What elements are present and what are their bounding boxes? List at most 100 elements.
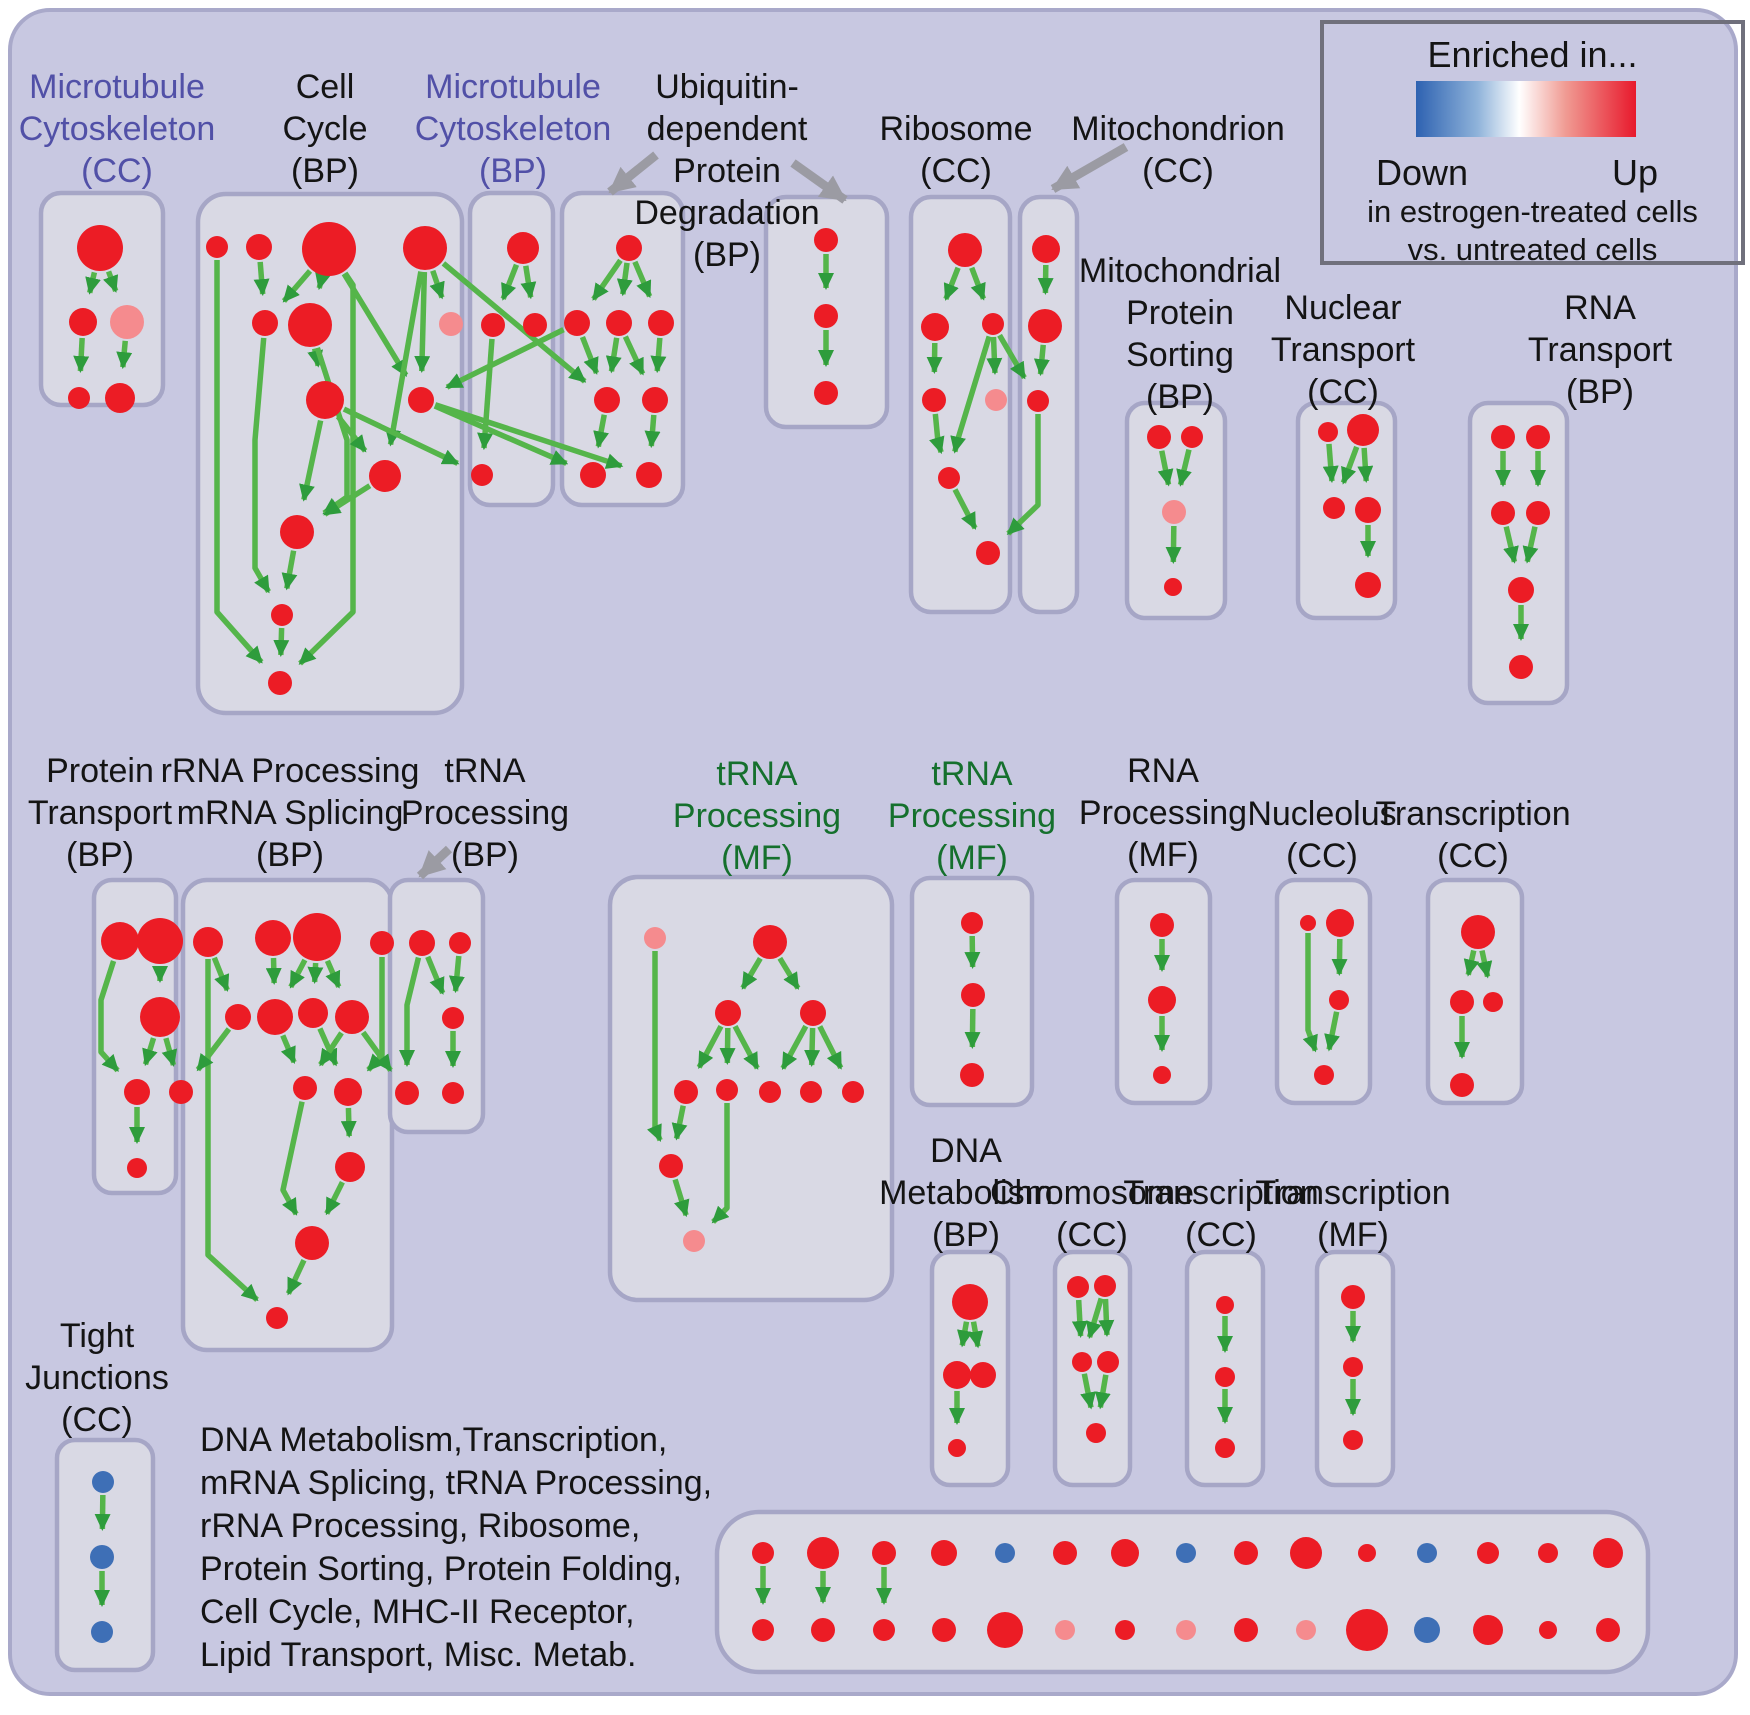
edge-arrow: [929, 413, 945, 455]
cluster-label-line: (CC): [61, 1401, 133, 1439]
cluster-label-nucleolus: Nucleolus (CC): [1247, 793, 1396, 877]
go-term-node-red: [752, 1619, 774, 1641]
edge-arrow: [777, 956, 801, 990]
edge-arrow: [1522, 526, 1539, 564]
go-term-node-red: [68, 387, 90, 409]
cluster-label-line: (MF): [936, 839, 1008, 877]
edges-layer: [73, 254, 1546, 1607]
go-term-node-red: [127, 1158, 147, 1178]
cluster-label-line: Nuclear: [1284, 289, 1402, 327]
go-term-node-red: [1538, 1543, 1558, 1563]
cluster-label-line: Cytoskeleton: [414, 110, 612, 148]
go-term-node-red: [642, 387, 668, 413]
edge-arrow: [1086, 1297, 1104, 1340]
cluster-label-line: tRNA: [444, 752, 526, 790]
cluster-box-dna-metabolism: [929, 1249, 1011, 1488]
edge-arrow: [711, 1103, 730, 1224]
edge-arrow: [967, 1321, 984, 1349]
cluster-label-line: Protein: [1126, 294, 1234, 332]
cluster-label-line: (CC): [1437, 837, 1509, 875]
edge-arrow: [285, 1259, 307, 1296]
cluster-label-trna-processing-bp: tRNA Processing (BP): [401, 750, 569, 876]
go-term-node-pink: [644, 927, 666, 949]
go-term-node-red: [1323, 497, 1345, 519]
edge-arrow: [414, 271, 431, 374]
go-term-node-red: [1290, 1537, 1322, 1569]
edge-arrow: [1176, 448, 1192, 487]
cluster-label-line: (BP): [932, 1216, 1000, 1254]
go-term-node-red: [921, 313, 949, 341]
edge-arrow: [732, 1024, 760, 1070]
go-term-node-red: [1300, 915, 1316, 931]
cluster-label-protein-transport: Protein Transport (BP): [28, 750, 172, 876]
go-term-node-red: [225, 1004, 251, 1030]
cluster-box-ribosome: [908, 194, 1013, 615]
edge-arrow: [1340, 445, 1360, 485]
go-term-node-red: [1153, 1066, 1171, 1084]
annotation-block: DNA Metabolism,Transcription, mRNA Splici…: [200, 1419, 712, 1677]
go-term-node-red: [1477, 1542, 1499, 1564]
edge-arrow: [318, 1031, 344, 1067]
go-term-node-red: [1526, 501, 1550, 525]
go-term-node-red: [1164, 578, 1182, 596]
go-term-node-red: [872, 1541, 896, 1565]
go-term-node-red: [800, 1081, 822, 1103]
go-term-node-red: [1086, 1423, 1106, 1443]
cluster-label-trna-processing-mf-small: tRNA Processing (MF): [888, 753, 1056, 879]
cluster-box-microtubule-cc: [38, 190, 166, 408]
go-term-node-pink: [683, 1230, 705, 1252]
go-term-node-red: [961, 983, 985, 1007]
cluster-box-nuclear-transport: [1295, 400, 1398, 621]
cluster-label-mitochondrion: Mitochondrion (CC): [1071, 108, 1285, 192]
go-term-node-red: [1346, 1609, 1388, 1651]
go-term-node-red: [302, 222, 356, 276]
go-term-node-red: [873, 1619, 895, 1641]
edge-arrow: [281, 550, 298, 591]
go-term-node-red: [1343, 1430, 1363, 1450]
go-term-node-red: [1473, 1615, 1503, 1645]
edge-arrow: [622, 335, 646, 376]
edge-arrow: [307, 347, 324, 368]
edge-arrow: [399, 956, 422, 1067]
edge-arrow: [273, 627, 290, 658]
edge-arrow: [1324, 1011, 1340, 1052]
go-term-node-red: [674, 1080, 698, 1104]
go-term-node-red: [293, 1076, 317, 1100]
edge-arrow: [1080, 1373, 1096, 1410]
annotation-line: mRNA Splicing, tRNA Processing,: [200, 1464, 713, 1502]
trna-bp-pointer-icon: [416, 845, 453, 880]
nodes-layer: [68, 222, 1623, 1651]
ubiquitin-pointer-left-icon: [607, 151, 659, 196]
edge-arrow: [1357, 447, 1374, 484]
edge-arrow: [650, 337, 667, 374]
cross-cluster-edge-arrow: [445, 327, 565, 390]
ubiquitin-pointer-right-icon: [790, 159, 848, 204]
edge-arrow: [252, 337, 271, 594]
go-term-node-red: [814, 228, 838, 252]
go-term-node-red: [293, 913, 341, 961]
go-term-node-red: [1053, 1541, 1077, 1565]
go-term-node-red: [960, 1063, 984, 1087]
go-term-node-red: [1483, 992, 1503, 1012]
cross-cluster-edge-arrow: [433, 403, 569, 466]
cluster-label-transcription-cc-bottom: Transcription (CC): [1123, 1172, 1318, 1256]
go-term-node-red: [1150, 913, 1174, 937]
edge-arrow: [340, 1107, 357, 1139]
go-term-node-blue: [91, 1621, 113, 1643]
go-term-node-red: [961, 912, 983, 934]
edge-arrow: [804, 1027, 821, 1068]
go-term-node-red: [1491, 425, 1515, 449]
go-term-node-pink: [1176, 1620, 1196, 1640]
go-term-node-red: [1234, 1618, 1258, 1642]
go-term-node-red: [1318, 422, 1338, 442]
go-term-node-red: [1539, 1621, 1557, 1639]
cluster-label-line: Protein: [46, 752, 154, 790]
cluster-label-transcription-cc-mid: Transcription (CC): [1375, 793, 1570, 877]
go-term-node-red: [952, 1284, 988, 1320]
go-term-node-red: [814, 381, 838, 405]
edge-arrow: [253, 261, 270, 297]
go-term-node-red: [1509, 655, 1533, 679]
go-term-node-red: [564, 310, 590, 336]
edge-arrow: [335, 414, 368, 453]
